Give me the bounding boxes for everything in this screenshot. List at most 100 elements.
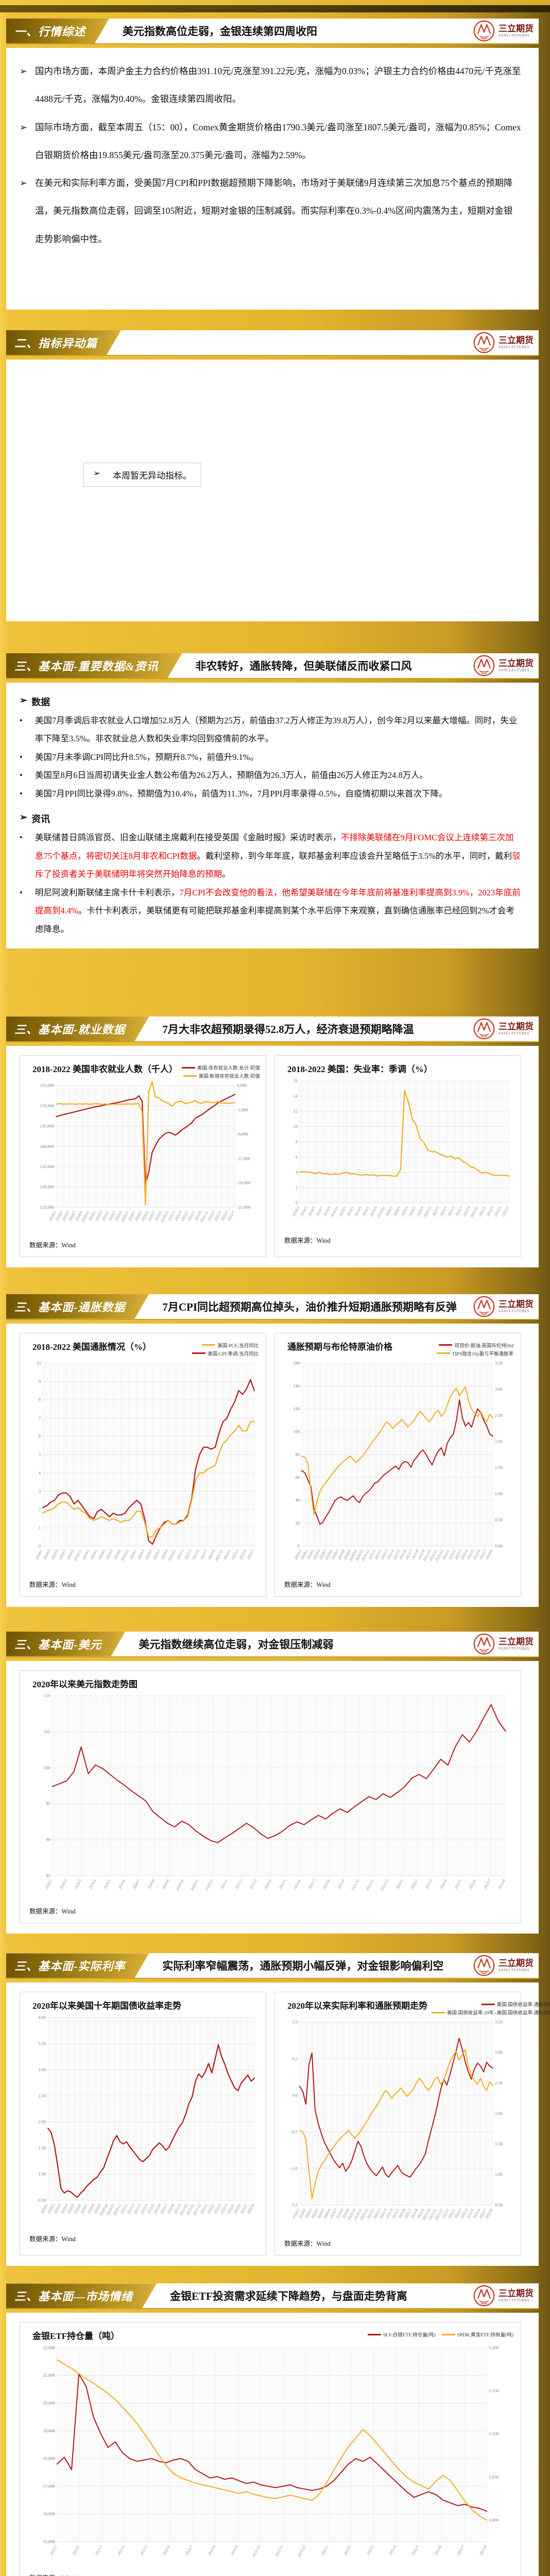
list-item: • 美国7月季调后非农就业人口增加52.8万人（预期为25万，前值由37.2万人修… [20, 711, 521, 748]
svg-text:2021/10: 2021/10 [251, 2545, 262, 2558]
gold-divider [0, 948, 550, 1010]
legend-item: 美国:国债收益率:10年:-美国:国债收益率:通胀指数国债(TIPS):10年 [432, 2009, 550, 2016]
bullet-icon: • [20, 716, 23, 725]
svg-text:2021/5: 2021/5 [278, 1878, 287, 1890]
svg-text:22,000: 22,000 [43, 2345, 55, 2350]
bullet-icon: • [20, 887, 23, 897]
svg-text:0: 0 [296, 1200, 298, 1205]
chart-card: 金银ETF持仓量（吨） SLV:白银ETF:持仓量(吨) SPDR:黄金ETF:持有… [20, 2322, 521, 2576]
section-header-dollar: 三、基本面-美元 美元指数继续高位走弱，对金银压制减弱 三立期货 SANLI FU… [0, 1625, 550, 1661]
svg-text:-0.5: -0.5 [291, 2129, 298, 2134]
legend-item: 美国:非农就业人数:总计:初值 [181, 1064, 260, 1071]
svg-text:2020/2: 2020/2 [59, 1878, 68, 1890]
top-dark-strip [0, 5, 550, 12]
chart-card: 2020年以来美国十年期国债收益率走势 2020/1 2020/2 2020/3 20… [20, 1992, 266, 2256]
list-item: • 美国7月PPI同比录得9.8%，预期值为10.4%，前值为11.3%，7月PP… [20, 785, 521, 803]
gold-divider [0, 2266, 550, 2277]
gold-divider [0, 1607, 550, 1625]
list-item: • 美联储昔日鸽派官员、旧金山联储主席戴利在接受英国《金融时报》采访时表示，不排除… [20, 828, 521, 883]
svg-text:0.50: 0.50 [495, 2202, 503, 2208]
chart-title: 2020年以来实际利率和通胀预期走势 [287, 2001, 427, 2011]
svg-text:6: 6 [39, 1433, 41, 1438]
svg-text:8: 8 [39, 1397, 41, 1402]
svg-text:2: 2 [39, 1506, 41, 1512]
svg-text:105: 105 [44, 1730, 50, 1734]
svg-text:2022/4: 2022/4 [439, 1878, 448, 1890]
brand-subname: SANLI FUTURES [499, 1646, 529, 1651]
chart-title: 2020年以来美国十年期国债收益率走势 [32, 2001, 181, 2011]
svg-text:0.50: 0.50 [38, 2198, 46, 2203]
section-header-real-rates: 三、基本面-实际利率 实际利率窄幅震荡，通胀预期小幅反弹，对金银影响偏利空 三立… [0, 1947, 550, 1982]
svg-text:2021/6: 2021/6 [162, 2545, 171, 2556]
nonfarm-payrolls-chart: 2018/1 2018/3 2018/5 2018/7 2018/9 2018/11 201… [24, 1080, 262, 1235]
svg-text:3: 3 [39, 1488, 41, 1494]
svg-text:110: 110 [44, 1693, 50, 1698]
section-header-data-news: 三、基本面-重要数据&资讯 非农转好，通胀转降，但美联储反而收紧口风 三立期货 S… [0, 647, 550, 683]
section-title: 金银ETF投资需求延续下降趋势，与盘面走势背离 [170, 2290, 407, 2303]
gold-divider [0, 1934, 550, 1947]
data-source: 数据来源：Wind [29, 2235, 76, 2243]
legend-item: 美国:CPI:季调:当月同比 [192, 1350, 259, 1357]
svg-text:4: 4 [39, 1470, 41, 1475]
section-title: 7月大非农超预期录得52.8万人，经济衰退预期略降温 [162, 1023, 414, 1036]
brand-subname: SANLI FUTURES [499, 2298, 529, 2303]
legend-item: 美国:PCE:当月同比 [202, 1342, 259, 1349]
section-tab: 二、指标异动篇 [6, 330, 121, 355]
data-news-content: ➢ 数据 • 美国7月季调后非农就业人口增加52.8万人（预期为25万，前值由37.… [6, 683, 539, 949]
svg-text:20,000: 20,000 [43, 2400, 55, 2405]
svg-text:14: 14 [294, 1093, 298, 1098]
chart-card: 2018-2022 美国通胀情况（%） 美国:PCE:当月同比 美国:CPI:季调:… [20, 1332, 266, 1597]
section-header-employment: 三、基本面-就业数据 7月大非农超预期录得52.8万人，经济衰退预期略降温 三立… [0, 1010, 550, 1046]
chart-title: 2020年以来美元指数走势图 [32, 1679, 138, 1689]
chart-legend: 美国:国债收益率:通胀指数国债(TIPS):10年美国:国债收益率:10年:-美… [432, 1998, 550, 2016]
brand-name: 三立期货 [499, 2289, 534, 2299]
svg-text:21,000: 21,000 [43, 2373, 55, 2378]
gold-divider [0, 1267, 550, 1288]
indicator-content: ➢ 本周暂无异动指标。 [6, 360, 539, 621]
chart-title: 金银ETF持仓量（吨） [32, 2331, 120, 2342]
svg-text:2.00: 2.00 [495, 1438, 503, 1444]
svg-text:2022/3: 2022/3 [365, 2545, 374, 2556]
svg-text:2021/4: 2021/4 [263, 1878, 272, 1890]
svg-text:-1,000: -1,000 [237, 1107, 248, 1112]
brand-logo: 三立期货 SANLI FUTURES [473, 654, 539, 677]
svg-text:1,100: 1,100 [489, 2431, 499, 2436]
svg-text:85: 85 [46, 1873, 50, 1878]
svg-text:19,000: 19,000 [43, 2428, 55, 2433]
brand-name: 三立期货 [499, 658, 534, 669]
svg-text:40: 40 [296, 1497, 300, 1502]
svg-text:3.00: 3.00 [495, 1386, 503, 1392]
svg-text:2.00: 2.00 [495, 2111, 503, 2116]
svg-text:2021/9: 2021/9 [230, 2545, 239, 2556]
dollar-index-chart: 2020/1 2020/2 2020/3 2020/4 2020/5 2020/6 2020… [24, 1691, 517, 1902]
svg-text:2: 2 [296, 1185, 298, 1190]
svg-text:3.00: 3.00 [495, 2050, 503, 2055]
section-tab: 三、基本面-重要数据&资讯 [6, 653, 182, 678]
svg-text:0.00: 0.00 [495, 1543, 503, 1548]
data-source: 数据来源：Wind [284, 2240, 331, 2248]
svg-text:18,000: 18,000 [43, 2456, 55, 2461]
chart-title: 通胀预期与布伦特原油价格 [287, 1342, 392, 1352]
section-title: 实际利率窄幅震荡，通胀预期小幅反弹，对金银影响偏利空 [162, 1960, 444, 1973]
news-heading: ➢ 资讯 [20, 812, 50, 825]
section-tab: 三、基本面-就业数据 [6, 1016, 149, 1041]
svg-text:4: 4 [296, 1170, 298, 1175]
section-tab: 三、基本面—市场情绪 [6, 2283, 157, 2308]
bullet-icon: • [20, 833, 23, 843]
svg-text:2021/1: 2021/1 [48, 2545, 58, 2556]
list-item: • 美国7月未季调CPI同比升8.5%，预期升8.7%，前值升9.1%。 [20, 748, 521, 766]
brand-subname: SANLI FUTURES [499, 1968, 529, 1973]
sanli-logo-icon [473, 1955, 495, 1976]
svg-text:0.50: 0.50 [495, 1517, 503, 1522]
list-item: • 美国至8月6日当周初请失业金人数公布值为26.2万人，预期值为26.3万人，前… [20, 766, 521, 784]
svg-text:2021/8: 2021/8 [207, 2545, 216, 2556]
svg-text:0.0: 0.0 [292, 2093, 298, 2098]
svg-text:2022/4: 2022/4 [388, 2545, 397, 2556]
svg-text:2020/4: 2020/4 [88, 1878, 97, 1890]
svg-text:2.50: 2.50 [495, 1413, 503, 1418]
svg-text:100: 100 [293, 1429, 300, 1434]
svg-text:2022/8: 2022/8 [478, 2545, 488, 2556]
svg-text:2020/10: 2020/10 [175, 1878, 185, 1892]
svg-text:2021/7: 2021/7 [184, 2545, 194, 2556]
list-item: • 明尼阿波利斯联储主席卡什卡利表示，7月CPI不会改变他的看法，他希望美联储在今… [20, 884, 521, 938]
